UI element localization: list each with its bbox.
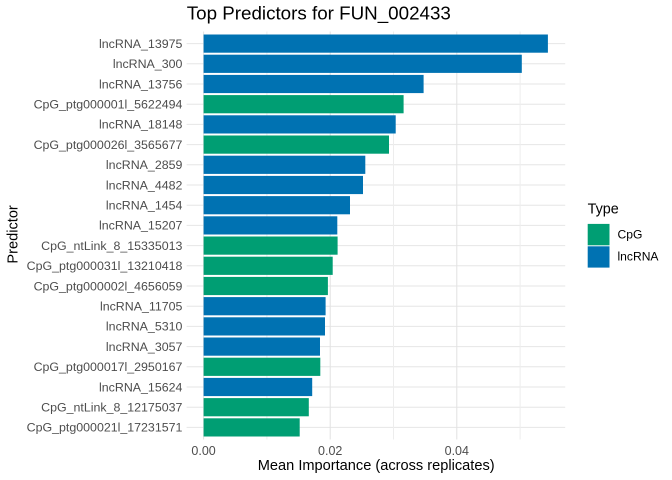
svg-text:CpG: CpG <box>618 228 643 242</box>
svg-text:0.00: 0.00 <box>191 444 215 458</box>
svg-text:CpG_ntLink_8_15335013: CpG_ntLink_8_15335013 <box>41 239 182 253</box>
svg-text:CpG_ptg000001l_5622494: CpG_ptg000001l_5622494 <box>34 98 183 112</box>
svg-text:lncRNA_2859: lncRNA_2859 <box>106 158 183 172</box>
svg-text:lncRNA_1454: lncRNA_1454 <box>106 199 183 213</box>
svg-text:CpG_ntLink_8_12175037: CpG_ntLink_8_12175037 <box>41 401 182 415</box>
svg-text:CpG_ptg000021l_17231571: CpG_ptg000021l_17231571 <box>27 421 183 435</box>
svg-text:0.02: 0.02 <box>318 444 342 458</box>
svg-text:Top Predictors for FUN_002433: Top Predictors for FUN_002433 <box>187 2 451 24</box>
svg-text:lncRNA_11705: lncRNA_11705 <box>100 300 183 314</box>
svg-text:CpG_ptg000017l_2950167: CpG_ptg000017l_2950167 <box>34 360 183 374</box>
svg-text:lncRNA_15624: lncRNA_15624 <box>99 380 182 394</box>
svg-text:lncRNA_4482: lncRNA_4482 <box>106 178 183 192</box>
svg-text:CpG_ptg000026l_3565677: CpG_ptg000026l_3565677 <box>34 138 183 152</box>
svg-text:0.04: 0.04 <box>445 444 469 458</box>
svg-text:CpG_ptg000002l_4656059: CpG_ptg000002l_4656059 <box>34 279 183 293</box>
svg-text:lncRNA_13975: lncRNA_13975 <box>99 37 182 51</box>
svg-text:Mean Importance (across replic: Mean Importance (across replicates) <box>258 458 495 474</box>
svg-text:lncRNA_5310: lncRNA_5310 <box>106 320 183 334</box>
svg-text:lncRNA_18148: lncRNA_18148 <box>99 118 182 132</box>
svg-text:lncRNA_3057: lncRNA_3057 <box>106 340 183 354</box>
svg-text:Type: Type <box>588 202 619 218</box>
svg-text:CpG_ptg000031l_13210418: CpG_ptg000031l_13210418 <box>27 259 183 273</box>
svg-text:lncRNA_15207: lncRNA_15207 <box>99 219 182 233</box>
svg-text:lncRNA_300: lncRNA_300 <box>113 57 183 71</box>
svg-text:lncRNA: lncRNA <box>618 249 660 263</box>
svg-text:Predictor: Predictor <box>6 205 22 264</box>
svg-text:lncRNA_13756: lncRNA_13756 <box>99 77 182 91</box>
